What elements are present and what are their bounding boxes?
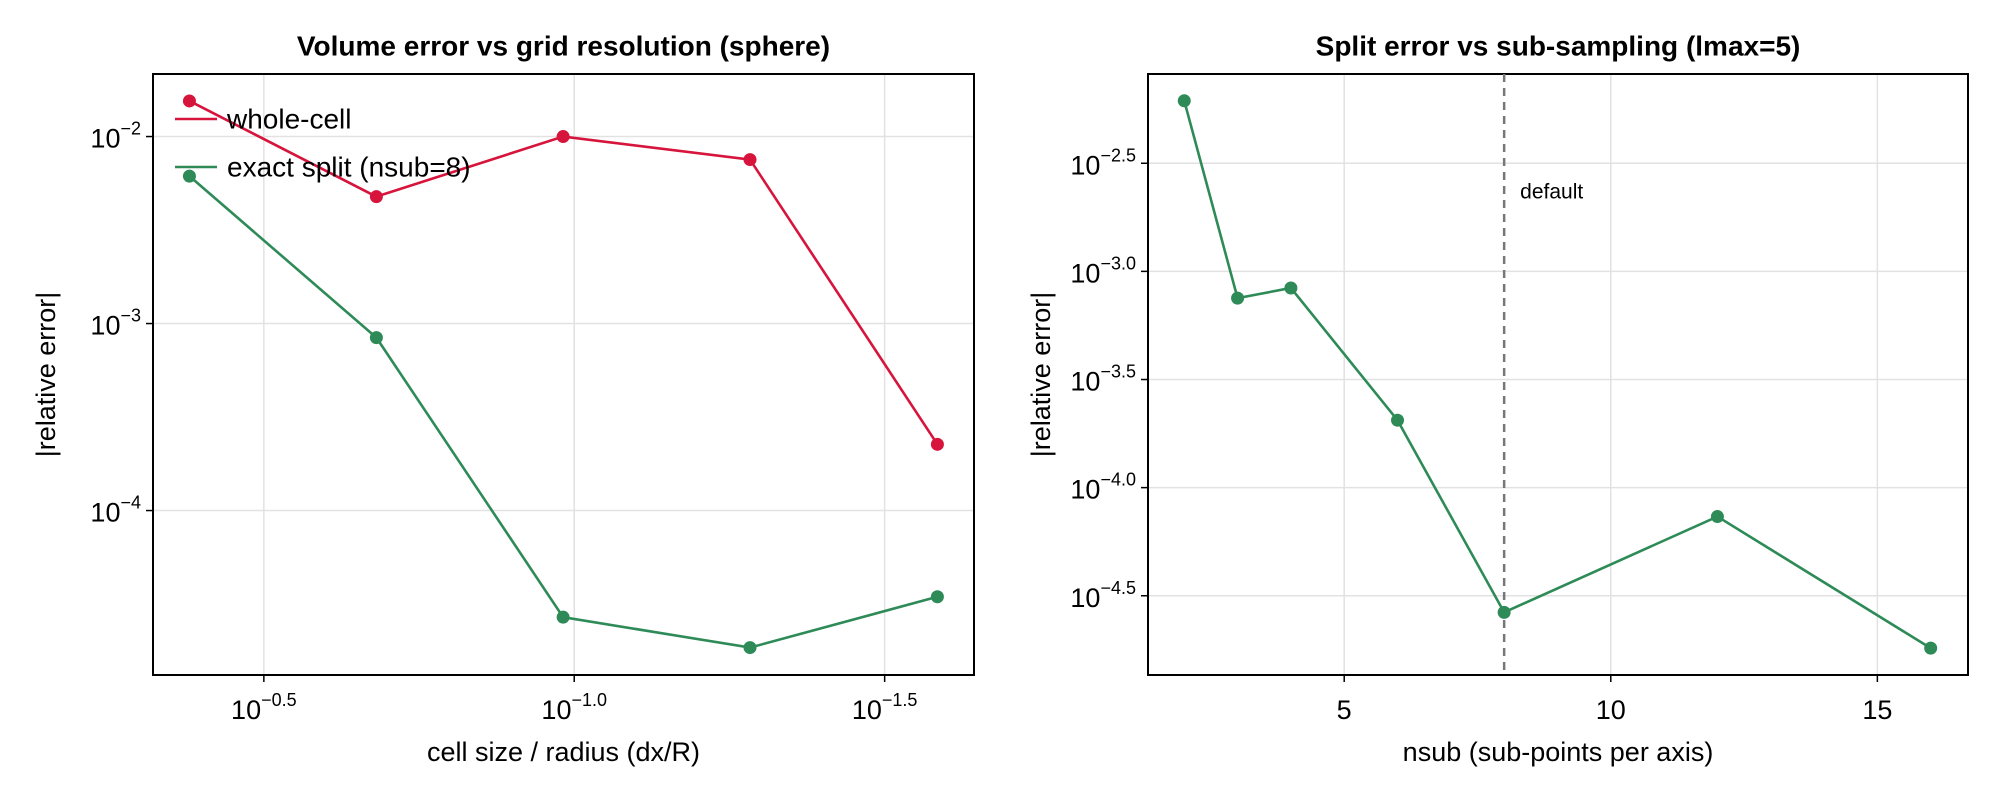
y-tick-label: 10−2	[90, 118, 141, 153]
x-axis-label: cell size / radius (dx/R)	[427, 737, 700, 767]
data-point	[930, 437, 944, 451]
y-tick-label-exponent: −3.0	[1100, 253, 1136, 273]
y-tick-label-exponent: −3	[120, 305, 141, 325]
x-tick-label-base: 10	[852, 695, 882, 725]
data-point	[182, 169, 196, 183]
x-tick-label: 10−0.5	[231, 690, 297, 725]
y-tick-label-exponent: −2	[120, 118, 141, 138]
data-point	[182, 94, 196, 108]
x-tick-label-exponent: −0.5	[261, 690, 297, 710]
x-tick-label: 15	[1862, 695, 1892, 725]
y-tick-label-base: 10	[1070, 583, 1100, 613]
data-point	[1710, 510, 1724, 524]
y-tick-label: 10−3.5	[1070, 361, 1136, 396]
chart-title: Volume error vs grid resolution (sphere)	[297, 30, 830, 61]
y-tick-label: 10−4.0	[1070, 469, 1136, 504]
y-tick-label-exponent: −4.5	[1100, 578, 1136, 598]
y-tick-label: 10−2.5	[1070, 145, 1136, 180]
data-point	[1177, 94, 1191, 108]
data-point	[1497, 605, 1511, 619]
y-tick-label-exponent: −4	[120, 492, 141, 512]
y-tick-label: 10−3.0	[1070, 253, 1136, 288]
y-tick-label: 10−3	[90, 305, 141, 340]
data-point	[369, 190, 383, 204]
data-point	[1924, 641, 1938, 655]
data-point	[930, 590, 944, 604]
data-point	[743, 153, 757, 167]
plot-frame	[152, 73, 975, 676]
x-tick-label-exponent: −1.0	[571, 690, 607, 710]
data-point	[369, 331, 383, 345]
y-tick-label-base: 10	[1070, 367, 1100, 397]
x-tick-label: 10−1.5	[852, 690, 918, 725]
y-tick-label-base: 10	[1070, 150, 1100, 180]
y-tick-label: 10−4	[90, 492, 141, 527]
y-tick-label-base: 10	[1070, 475, 1100, 505]
y-axis-label: |relative error|	[31, 292, 61, 458]
legend-label: exact split (nsub=8)	[227, 151, 471, 182]
y-tick-label-exponent: −3.5	[1100, 361, 1136, 381]
data-point	[556, 130, 570, 144]
x-tick-label-base: 10	[541, 695, 571, 725]
y-tick-label-base: 10	[1070, 259, 1100, 289]
x-tick-label: 5	[1337, 695, 1352, 725]
data-point	[556, 610, 570, 624]
data-point	[1391, 413, 1405, 427]
reference-label: default	[1520, 181, 1583, 204]
y-tick-label-base: 10	[90, 498, 120, 528]
y-tick-label-exponent: −2.5	[1100, 145, 1136, 165]
plot-frame	[1147, 73, 1969, 676]
x-tick-label: 10	[1596, 695, 1626, 725]
x-tick-label-base: 10	[231, 695, 261, 725]
y-tick-label: 10−4.5	[1070, 578, 1136, 613]
chart-title: Split error vs sub-sampling (lmax=5)	[1316, 30, 1801, 61]
x-tick-label: 10−1.0	[541, 690, 607, 725]
x-axis-label: nsub (sub-points per axis)	[1403, 737, 1714, 767]
x-tick-label-exponent: −1.5	[882, 690, 918, 710]
data-point	[1231, 291, 1245, 305]
y-tick-label-base: 10	[90, 124, 120, 154]
data-line	[188, 175, 938, 649]
y-tick-label-exponent: −4.0	[1100, 469, 1136, 489]
y-axis-label: |relative error|	[1026, 292, 1056, 458]
data-point	[743, 641, 757, 655]
legend-label: whole-cell	[226, 103, 352, 134]
y-tick-label-base: 10	[90, 311, 120, 341]
data-point	[1284, 281, 1298, 295]
